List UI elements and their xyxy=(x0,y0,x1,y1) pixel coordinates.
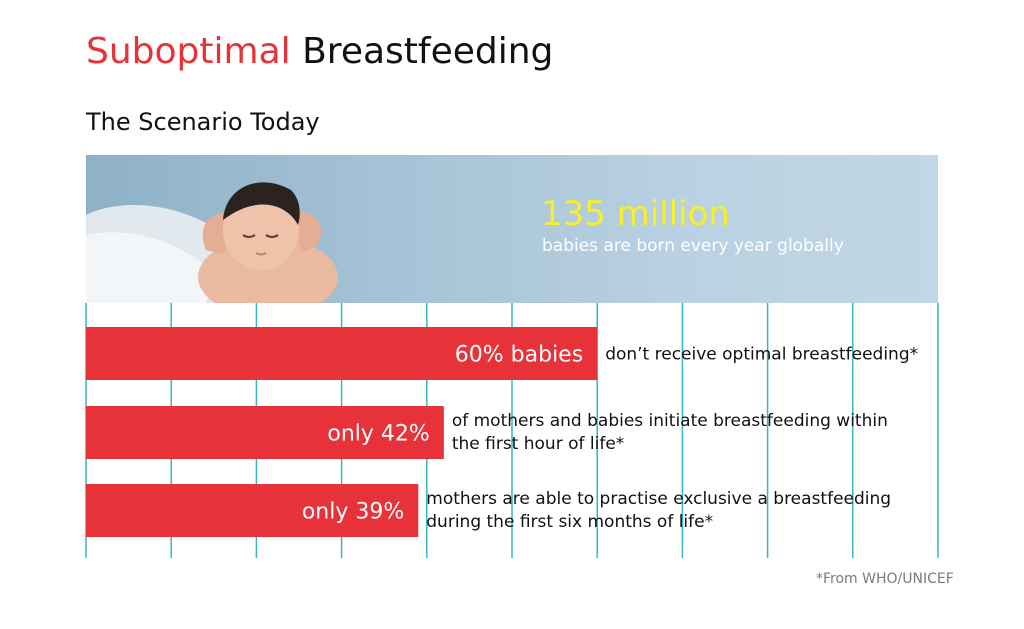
bar-description: the first hour of life* xyxy=(452,434,624,454)
bar-description: mothers are able to practise exclusive a… xyxy=(426,489,891,509)
bar xyxy=(86,406,444,459)
hero-subline: babies are born every year globally xyxy=(542,236,844,256)
baby-photo xyxy=(86,182,338,303)
page-title: Suboptimal Breastfeeding xyxy=(86,30,553,74)
bar-description: of mothers and babies initiate breastfee… xyxy=(452,411,888,431)
title-rest: Breastfeeding xyxy=(302,31,554,72)
source-note: *From WHO/UNICEF xyxy=(816,571,954,587)
bar xyxy=(86,484,419,537)
hero-banner: 135 million babies are born every year g… xyxy=(86,155,938,303)
bar-value-label: only 39% xyxy=(302,500,404,525)
bar-description: during the first six months of life* xyxy=(426,512,713,532)
title-accent: Suboptimal xyxy=(86,31,291,72)
bar-description: don’t receive optimal breastfeeding* xyxy=(605,345,918,365)
bar-value-label: 60% babies xyxy=(455,343,583,368)
page-subtitle: The Scenario Today xyxy=(86,108,320,136)
bar xyxy=(86,327,598,380)
hero-headline: 135 million xyxy=(541,194,730,234)
bar-value-label: only 42% xyxy=(327,422,429,447)
